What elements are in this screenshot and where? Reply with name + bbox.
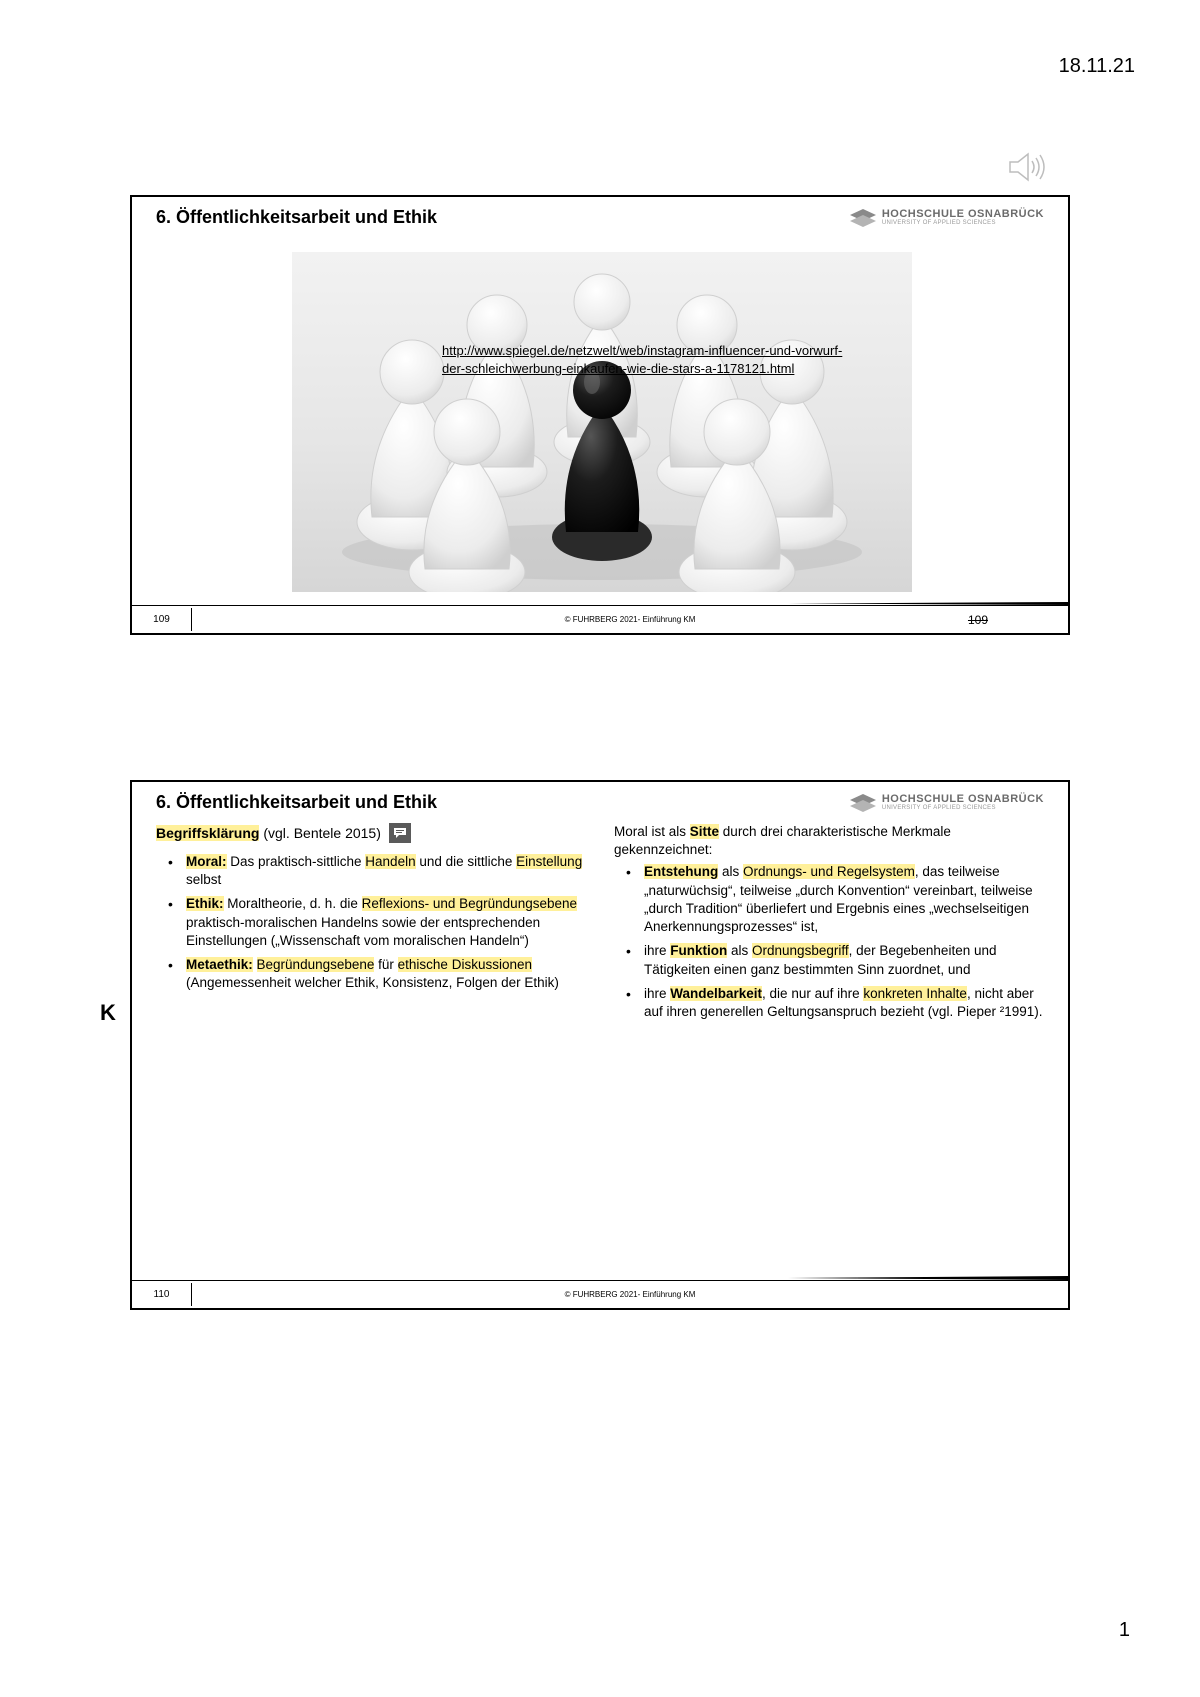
slide-title: 6. Öffentlichkeitsarbeit und Ethik bbox=[156, 207, 437, 228]
text-run: ihre bbox=[644, 986, 670, 1001]
audio-speaker-icon[interactable] bbox=[1008, 152, 1048, 182]
text-run: Moral ist als bbox=[614, 824, 690, 839]
text-run: , die nur auf ihre bbox=[762, 986, 863, 1001]
right-intro: Moral ist als Sitte durch drei charakter… bbox=[614, 823, 1044, 859]
url-line-1: http://www.spiegel.de/netzwelt/web/insta… bbox=[442, 343, 842, 358]
footer-copyright: © FUHRBERG 2021- Einführung KM bbox=[192, 615, 1068, 624]
list-item: ihre Wandelbarkeit, die nur auf ihre kon… bbox=[626, 985, 1044, 1021]
text-highlight: ethische Diskussionen bbox=[398, 957, 532, 972]
slide-title: 6. Öffentlichkeitsarbeit und Ethik bbox=[156, 792, 437, 813]
university-logo: HOCHSCHULE OSNABRÜCK UNIVERSITY OF APPLI… bbox=[850, 794, 1044, 812]
term-highlight: Entstehung bbox=[644, 864, 718, 879]
term-highlight: Ethik: bbox=[186, 896, 224, 911]
comment-icon[interactable] bbox=[389, 823, 411, 843]
slide-footer: 110 © FUHRBERG 2021- Einführung KM bbox=[132, 1280, 1068, 1308]
slide-body: Begriffsklärung (vgl. Bentele 2015) Mora… bbox=[132, 819, 1068, 1027]
slide-110: 6. Öffentlichkeitsarbeit und Ethik HOCHS… bbox=[130, 780, 1070, 1310]
logo-main-text: HOCHSCHULE OSNABRÜCK bbox=[882, 209, 1044, 220]
slide-footer: 109 © FUHRBERG 2021- Einführung KM bbox=[132, 605, 1068, 633]
subhead-highlight: Begriffsklärung bbox=[156, 825, 259, 841]
list-item: Metaethik: Begründungsebene für ethische… bbox=[168, 956, 586, 992]
text-highlight: Einstellung bbox=[516, 854, 582, 869]
text-highlight: konkreten Inhalte bbox=[863, 986, 967, 1001]
text-run: als bbox=[727, 943, 752, 958]
term-highlight: Wandelbarkeit bbox=[670, 986, 762, 1001]
text-highlight: Reflexions- und Begründungsebene bbox=[362, 896, 577, 911]
text-highlight: Ordnungsbegriff bbox=[752, 943, 849, 958]
slide-header: 6. Öffentlichkeitsarbeit und Ethik HOCHS… bbox=[132, 782, 1068, 819]
k-annotation: K bbox=[100, 1000, 116, 1026]
slide-number: 110 bbox=[132, 1283, 192, 1306]
list-item: ihre Funktion als Ordnungsbegriff, der B… bbox=[626, 942, 1044, 978]
left-bullet-list: Moral: Das praktisch-sittliche Handeln u… bbox=[156, 853, 586, 993]
list-item: Moral: Das praktisch-sittliche Handeln u… bbox=[168, 853, 586, 889]
text-run: praktisch-moralischen Handelns sowie der… bbox=[186, 915, 540, 948]
slide-number: 109 bbox=[132, 608, 192, 631]
term-highlight: Moral: bbox=[186, 854, 227, 869]
text-run: ihre bbox=[644, 943, 670, 958]
university-logo: HOCHSCHULE OSNABRÜCK UNIVERSITY OF APPLI… bbox=[850, 209, 1044, 227]
source-url-link[interactable]: http://www.spiegel.de/netzwelt/web/insta… bbox=[442, 342, 882, 377]
text-run: als bbox=[718, 864, 743, 879]
logo-sub-text: UNIVERSITY OF APPLIED SCIENCES bbox=[882, 220, 1044, 226]
right-column: Moral ist als Sitte durch drei charakter… bbox=[614, 823, 1044, 1027]
footer-copyright: © FUHRBERG 2021- Einführung KM bbox=[192, 1290, 1068, 1299]
logo-sub-text: UNIVERSITY OF APPLIED SCIENCES bbox=[882, 805, 1044, 811]
text-highlight: Begründungsebene bbox=[257, 957, 375, 972]
text-run: selbst bbox=[186, 872, 221, 887]
subhead-tail: (vgl. Bentele 2015) bbox=[259, 825, 380, 841]
text-highlight: Ordnungs- und Regelsystem bbox=[743, 864, 915, 879]
logo-main-text: HOCHSCHULE OSNABRÜCK bbox=[882, 794, 1044, 805]
text-highlight: Handeln bbox=[365, 854, 415, 869]
page-number: 1 bbox=[1119, 1619, 1130, 1642]
term-highlight: Sitte bbox=[690, 824, 719, 839]
logo-mark-icon bbox=[850, 794, 876, 812]
pawn-figure-image bbox=[292, 252, 912, 592]
text-run: Moraltheorie, d. h. die bbox=[224, 896, 362, 911]
text-run: für bbox=[374, 957, 397, 972]
page-date: 18.11.21 bbox=[1059, 55, 1135, 78]
text-run: Das praktisch-sittliche bbox=[227, 854, 366, 869]
url-line-2: der-schleichwerbung-einkaufen-wie-die-st… bbox=[442, 361, 794, 376]
right-bullet-list: Entstehung als Ordnungs- und Regelsystem… bbox=[614, 863, 1044, 1021]
term-highlight: Funktion bbox=[670, 943, 727, 958]
slide-109: 6. Öffentlichkeitsarbeit und Ethik HOCHS… bbox=[130, 195, 1070, 635]
logo-mark-icon bbox=[850, 209, 876, 227]
list-item: Ethik: Moraltheorie, d. h. die Reflexion… bbox=[168, 895, 586, 950]
subheading-row: Begriffsklärung (vgl. Bentele 2015) bbox=[156, 823, 586, 843]
text-run bbox=[253, 957, 257, 972]
slide-header: 6. Öffentlichkeitsarbeit und Ethik HOCHS… bbox=[132, 197, 1068, 234]
list-item: Entstehung als Ordnungs- und Regelsystem… bbox=[626, 863, 1044, 936]
text-run: und die sittliche bbox=[416, 854, 517, 869]
term-highlight: Metaethik: bbox=[186, 957, 253, 972]
text-run: (Angemessenheit welcher Ethik, Konsisten… bbox=[186, 975, 559, 990]
left-column: Begriffsklärung (vgl. Bentele 2015) Mora… bbox=[156, 823, 586, 1027]
